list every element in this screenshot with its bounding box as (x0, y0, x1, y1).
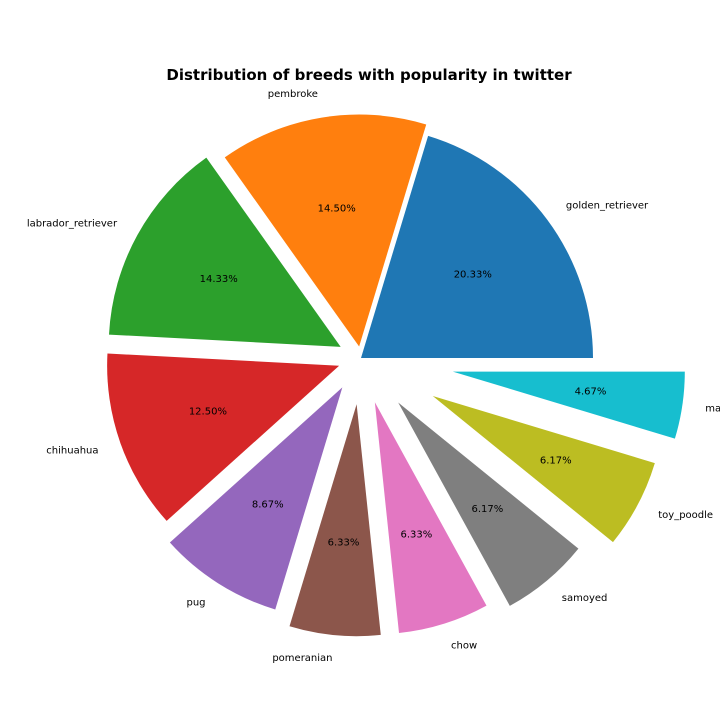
slice-samoyed (398, 402, 579, 606)
percent-label-golden-retriever: 20.33% (454, 270, 492, 281)
percent-label-malamute: 4.67% (575, 386, 607, 397)
slice-malamute (452, 371, 685, 439)
category-label-samoyed: samoyed (562, 593, 608, 604)
slice-pug (169, 387, 343, 610)
category-label-chihuahua: chihuahua (46, 445, 98, 456)
slice-toy-poodle (432, 396, 655, 543)
category-label-toy-poodle: toy_poodle (658, 510, 713, 521)
category-label-pomeranian: pomeranian (272, 653, 332, 664)
category-label-malamute: malamute (705, 403, 720, 414)
percent-label-labrador-retriever: 14.33% (200, 274, 238, 285)
slice-pomeranian (289, 404, 381, 637)
category-label-labrador-retriever: labrador_retriever (27, 218, 118, 229)
slice-golden-retriever (361, 135, 593, 358)
slice-chihuahua (107, 353, 340, 521)
percent-label-pomeranian: 6.33% (328, 537, 360, 548)
percent-label-toy-poodle: 6.17% (540, 456, 572, 467)
slice-pembroke (224, 114, 427, 347)
slice-labrador-retriever (108, 157, 341, 347)
percent-label-chihuahua: 12.50% (189, 407, 227, 418)
category-label-golden-retriever: golden_retriever (566, 200, 649, 211)
pie-slices (107, 114, 685, 637)
slice-chow (374, 402, 487, 634)
percent-label-chow: 6.33% (401, 530, 433, 541)
percent-label-samoyed: 6.17% (472, 504, 504, 515)
chart-title: Distribution of breeds with popularity i… (166, 66, 572, 84)
slice-labels: 20.33% golden_retriever 14.50% pembroke 14.3… (27, 89, 720, 664)
percent-label-pug: 8.67% (252, 499, 284, 510)
category-label-chow: chow (451, 640, 477, 651)
category-label-pembroke: pembroke (268, 89, 318, 100)
category-label-pug: pug (186, 597, 205, 608)
percent-label-pembroke: 14.50% (318, 204, 356, 215)
